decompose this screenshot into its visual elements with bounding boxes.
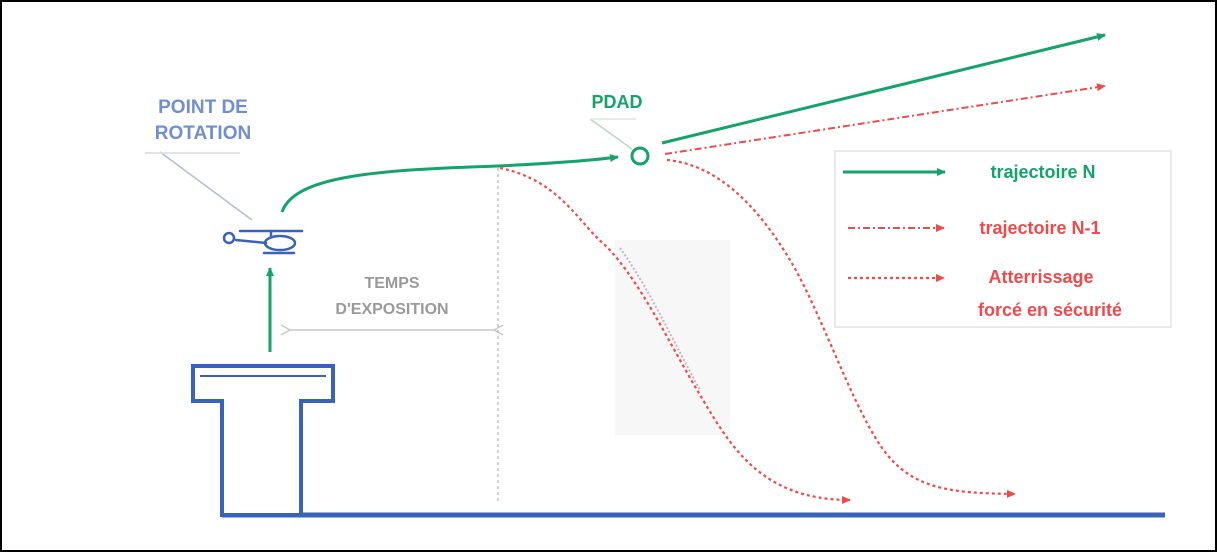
trajectory-n-initial bbox=[280, 154, 619, 213]
pdad-pointer-line bbox=[589, 118, 633, 150]
exposure-label-line2: D'EXPOSITION bbox=[335, 301, 448, 318]
legend-label-trajectory-n: trajectoire N bbox=[990, 162, 1095, 182]
legend: trajectoire N trajectoire N-1 Atterrissa… bbox=[834, 150, 1172, 328]
forced-landing-path-2 bbox=[666, 158, 1016, 498]
trajectory-n-climb bbox=[661, 33, 1106, 145]
helicopter-icon bbox=[222, 229, 304, 255]
trajectory-n1-climb bbox=[664, 83, 1106, 155]
rotation-label-line1: POINT DE bbox=[158, 97, 248, 118]
elevated-helipad-icon bbox=[191, 364, 335, 517]
shaded-area bbox=[615, 240, 730, 435]
forced-landing-shadow bbox=[619, 247, 701, 391]
rotation-label-line2: ROTATION bbox=[155, 123, 251, 144]
legend-box bbox=[834, 150, 1172, 328]
legend-label-trajectory-n1: trajectoire N-1 bbox=[979, 218, 1100, 238]
pdad-point bbox=[630, 146, 650, 166]
forced-landing-path-1 bbox=[499, 166, 851, 504]
exposure-label-line1: TEMPS bbox=[364, 275, 419, 292]
legend-label-forced-landing-line1: Atterrissage bbox=[988, 267, 1093, 287]
legend-label-forced-landing-line2: forcé en sécurité bbox=[978, 300, 1122, 320]
rotation-pointer-line bbox=[159, 151, 253, 221]
pdad-label: PDAD bbox=[591, 92, 642, 112]
